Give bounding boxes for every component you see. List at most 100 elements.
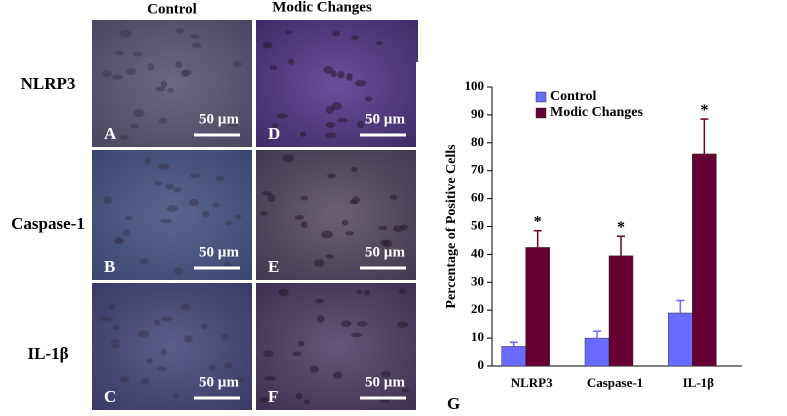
cell bbox=[139, 258, 149, 265]
cell bbox=[327, 173, 337, 179]
cell bbox=[190, 34, 200, 39]
cell bbox=[364, 96, 373, 102]
y-tick-label: 80 bbox=[471, 134, 484, 149]
cell bbox=[175, 61, 183, 69]
cell bbox=[288, 58, 295, 65]
cell bbox=[259, 211, 269, 216]
cell bbox=[297, 340, 305, 347]
cell bbox=[325, 254, 335, 259]
x-tick-label: IL-1β bbox=[683, 375, 715, 390]
cell bbox=[112, 324, 120, 331]
cell bbox=[352, 196, 360, 205]
column-label: Modic Changes bbox=[272, 0, 372, 15]
cell bbox=[129, 123, 139, 129]
scale-bar-label: 50 µm bbox=[365, 111, 405, 127]
cell bbox=[212, 202, 219, 208]
cell bbox=[356, 289, 363, 295]
cell bbox=[346, 72, 353, 81]
cell bbox=[154, 319, 161, 326]
cell bbox=[147, 63, 154, 71]
cell bbox=[292, 351, 302, 357]
micrograph-grid: Control Modic Changes NLRP3 A 50 µm D 50 µm Cas… bbox=[11, 0, 418, 410]
cell bbox=[313, 259, 325, 268]
cell bbox=[272, 123, 279, 128]
y-tick-label: 10 bbox=[471, 329, 484, 344]
panel-letter: B bbox=[104, 257, 115, 276]
cell bbox=[192, 42, 202, 49]
cell bbox=[167, 87, 174, 93]
cell bbox=[300, 221, 308, 229]
legend-swatch bbox=[535, 107, 547, 119]
y-tick-label: 70 bbox=[471, 162, 484, 177]
micrograph bbox=[256, 283, 418, 410]
scale-bar-label: 50 µm bbox=[199, 244, 239, 260]
cell bbox=[228, 120, 239, 127]
micrograph bbox=[92, 150, 252, 280]
cell bbox=[188, 199, 200, 207]
cell bbox=[325, 106, 334, 114]
panel-letter: D bbox=[268, 124, 280, 143]
scale-bar-label: 50 µm bbox=[199, 111, 239, 127]
cell bbox=[357, 321, 368, 327]
cell bbox=[111, 343, 120, 349]
cell bbox=[114, 236, 125, 245]
cell bbox=[400, 224, 409, 231]
cell bbox=[156, 366, 168, 371]
bar bbox=[525, 247, 550, 367]
y-tick-label: 0 bbox=[478, 357, 485, 372]
row-label: NLRP3 bbox=[21, 74, 76, 93]
cell bbox=[295, 392, 303, 400]
cell bbox=[378, 225, 388, 231]
y-axis-title: Percentage of Positive Cells bbox=[444, 144, 459, 309]
cell bbox=[160, 80, 168, 88]
cell bbox=[336, 117, 348, 123]
cell bbox=[398, 288, 407, 294]
cell bbox=[173, 187, 182, 193]
x-tick-label: Caspase-1 bbox=[587, 375, 643, 390]
significance-mark: * bbox=[617, 219, 625, 236]
legend-swatch bbox=[535, 91, 547, 103]
cell bbox=[201, 210, 210, 218]
cell bbox=[235, 213, 242, 220]
cell bbox=[354, 80, 367, 87]
cell bbox=[115, 50, 124, 56]
cell bbox=[175, 27, 184, 34]
cell bbox=[363, 289, 371, 296]
cell bbox=[154, 181, 163, 186]
cell bbox=[215, 175, 224, 182]
bar-chart: 0 10 20 30 40 50 60 70 80 90 100 Percentage of Posi… bbox=[444, 78, 742, 413]
cell bbox=[165, 183, 175, 190]
cell bbox=[331, 102, 343, 110]
cell bbox=[325, 132, 337, 139]
x-tick-label: NLRP3 bbox=[511, 375, 553, 390]
cell bbox=[125, 68, 137, 76]
scale-bar-label: 50 µm bbox=[365, 374, 405, 390]
cell bbox=[276, 113, 288, 119]
cell bbox=[267, 194, 276, 203]
cell bbox=[332, 30, 340, 37]
cell bbox=[269, 64, 278, 71]
legend-label: Modic Changes bbox=[550, 105, 644, 120]
cell bbox=[120, 134, 129, 140]
cell bbox=[282, 154, 294, 163]
micrograph bbox=[92, 20, 252, 147]
cell bbox=[189, 173, 200, 178]
cell bbox=[208, 364, 216, 372]
significance-mark: * bbox=[700, 102, 708, 119]
cell bbox=[351, 166, 358, 172]
cell bbox=[132, 52, 144, 57]
cell bbox=[103, 316, 113, 323]
y-tick-label: 60 bbox=[471, 190, 484, 205]
panel-label: G bbox=[447, 394, 460, 413]
y-tick-label: 90 bbox=[471, 106, 484, 121]
cell bbox=[172, 392, 180, 399]
significance-mark: * bbox=[534, 213, 542, 230]
cell bbox=[350, 332, 363, 338]
scale-bar-label: 50 µm bbox=[365, 244, 405, 260]
cell bbox=[341, 219, 349, 226]
row-label: Caspase-1 bbox=[11, 214, 85, 233]
cell bbox=[180, 303, 191, 311]
cell bbox=[261, 191, 272, 196]
cell bbox=[181, 69, 193, 76]
